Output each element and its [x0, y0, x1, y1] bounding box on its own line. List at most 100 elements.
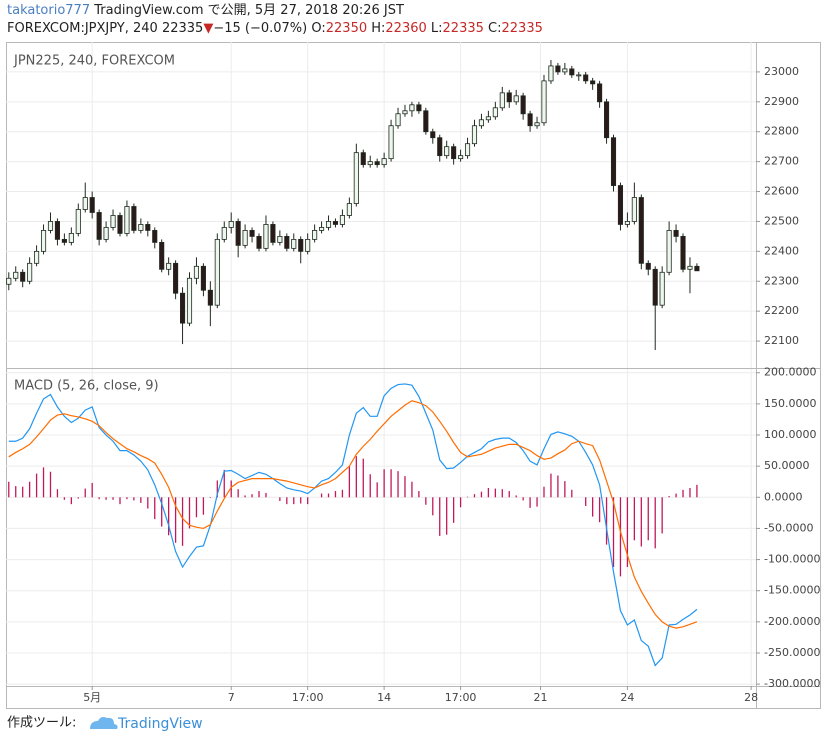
candle-body [513, 95, 519, 103]
candle-body [256, 236, 262, 249]
candle-body [339, 215, 345, 225]
candle-body [270, 224, 276, 243]
y-tick-label: -50.0000 [764, 521, 813, 534]
candle-body [179, 292, 186, 324]
y-tick-label: 22300 [764, 274, 799, 287]
indicator-line [8, 383, 698, 667]
candle-body [444, 146, 450, 157]
candle-body [548, 65, 554, 82]
candle-body [590, 80, 596, 85]
candle-body [110, 215, 116, 228]
y-tick-label: 22800 [764, 125, 799, 138]
candle-body [353, 152, 359, 204]
candle-body [298, 238, 304, 252]
header-line-2: FOREXCOM:JPXJPY, 240 22335▼−15 (−0.07%) … [7, 20, 543, 38]
candle-body [47, 221, 54, 231]
candle-body [562, 68, 568, 73]
y-tick-label: 200.0000 [764, 366, 817, 379]
x-tick-label: 28 [744, 691, 758, 704]
user-link[interactable]: takatorio777 [7, 3, 91, 18]
x-tick-label: 7 [228, 691, 235, 704]
brand-logo[interactable] [90, 717, 118, 729]
candle-body [687, 265, 693, 270]
candle-body [312, 230, 318, 240]
candle-body [680, 236, 686, 270]
candle-body [506, 92, 512, 103]
x-tick-label: 17:00 [445, 691, 477, 704]
candle-body [61, 238, 67, 243]
footer-text: 作成ツール: [7, 716, 76, 731]
x-tick-label: 21 [534, 691, 548, 704]
candle-body [263, 224, 269, 249]
candle-body [694, 265, 700, 272]
candle-body [423, 110, 429, 133]
candle-body [284, 236, 290, 249]
candle-body [200, 265, 206, 291]
x-tick-label: 5月 [83, 691, 101, 704]
candle-body [381, 158, 387, 166]
candle-body [492, 107, 498, 118]
candle-body [305, 238, 311, 252]
candle-body [458, 155, 464, 160]
y-tick-label: -250.0000 [764, 646, 820, 659]
candle-body [471, 125, 478, 145]
y-tick-label: -300.0000 [764, 677, 820, 690]
candle-body [610, 137, 617, 186]
candle-body [138, 224, 144, 231]
open-value: 22350 [325, 21, 368, 36]
y-tick-label: -200.0000 [764, 615, 820, 628]
price-pane-title: JPN225, 240, FOREXCOM [13, 54, 175, 69]
candle-body [402, 110, 408, 115]
candle-body [499, 92, 505, 109]
y-tick-label: 22600 [764, 185, 799, 198]
candle-body [541, 80, 547, 124]
indicator-line [8, 400, 698, 629]
footer-brand[interactable]: TradingView [117, 716, 203, 732]
x-tick-label: 24 [620, 691, 634, 704]
candle-body [242, 230, 248, 246]
candle-body [659, 271, 665, 306]
brand-icon [90, 717, 118, 729]
candle-body [374, 161, 380, 166]
candle-body [395, 113, 401, 127]
candle-body [360, 152, 366, 166]
candle-body [325, 221, 332, 228]
o-label: O: [311, 21, 326, 36]
candle-body [27, 262, 33, 282]
candle-body [527, 113, 533, 127]
y-tick-label: 22400 [764, 244, 799, 257]
candle-body [173, 262, 179, 294]
down-arrow: ▼ [203, 21, 214, 36]
candle-body [430, 131, 436, 139]
published: TradingView.com で公開, 5月 27, 2018 20:26 J… [94, 3, 404, 18]
candle-body [186, 277, 193, 324]
candle-body [597, 83, 603, 103]
c-label: C: [488, 21, 502, 36]
candle-body [319, 227, 325, 231]
candle-body [617, 185, 624, 225]
candle-body [478, 119, 484, 127]
y-tick-label: 150.0000 [764, 397, 817, 410]
candle-body [34, 250, 40, 264]
candle-body [235, 221, 241, 246]
candle-body [277, 236, 283, 243]
y-tick-label: 22500 [764, 214, 799, 227]
y-tick-label: 23000 [764, 65, 799, 78]
header-line-1: takatorio777 TradingView.com で公開, 5月 27,… [7, 2, 543, 20]
y-tick-label: 22100 [764, 334, 799, 347]
candle-body [228, 221, 234, 228]
candle-body [451, 146, 457, 160]
candle-body [13, 271, 19, 279]
candle-body [666, 230, 672, 273]
y-tick-label: 22200 [764, 304, 799, 317]
low-value: 22335 [442, 21, 484, 36]
candle-body [645, 262, 651, 270]
candle-body [464, 143, 471, 157]
y-tick-label: -100.0000 [764, 553, 820, 566]
macd-pane-title: MACD (5, 26, close, 9) [14, 379, 159, 394]
candle-body [249, 230, 255, 237]
chart-frame [6, 42, 821, 709]
y-tick-label: 0.0000 [764, 490, 803, 503]
